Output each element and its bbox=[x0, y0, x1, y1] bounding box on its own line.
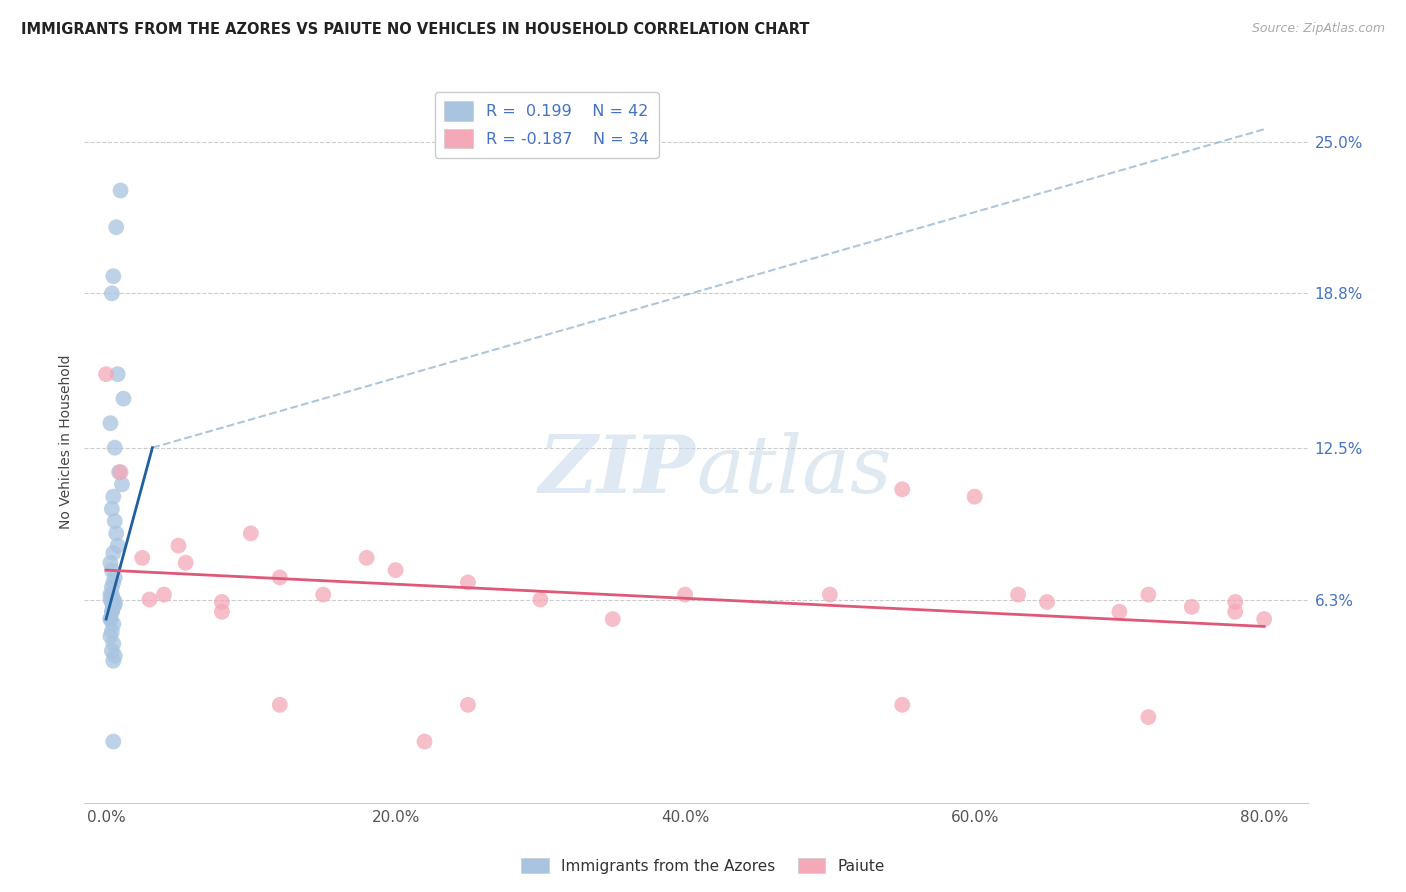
Point bbox=[104, 441, 127, 455]
Point bbox=[1137, 710, 1160, 724]
Point bbox=[112, 392, 135, 406]
Point bbox=[101, 595, 124, 609]
Point bbox=[100, 612, 122, 626]
Point bbox=[105, 526, 128, 541]
Text: atlas: atlas bbox=[696, 432, 891, 509]
Point bbox=[1253, 612, 1275, 626]
Point bbox=[107, 539, 129, 553]
Point bbox=[356, 550, 378, 565]
Point bbox=[103, 575, 125, 590]
Point bbox=[312, 588, 335, 602]
Point bbox=[1137, 588, 1160, 602]
Point bbox=[891, 698, 914, 712]
Point bbox=[457, 698, 479, 712]
Point bbox=[457, 575, 479, 590]
Point bbox=[100, 556, 122, 570]
Point bbox=[384, 563, 406, 577]
Point bbox=[1108, 605, 1130, 619]
Point bbox=[1225, 605, 1247, 619]
Point bbox=[110, 184, 132, 198]
Point bbox=[269, 570, 291, 584]
Point bbox=[103, 599, 125, 614]
Point bbox=[1181, 599, 1204, 614]
Point bbox=[104, 514, 127, 528]
Point bbox=[104, 595, 127, 609]
Point bbox=[107, 367, 129, 381]
Point bbox=[103, 734, 125, 748]
Point bbox=[1007, 588, 1029, 602]
Point bbox=[103, 490, 125, 504]
Point bbox=[108, 465, 131, 479]
Point bbox=[174, 556, 197, 570]
Point bbox=[101, 624, 124, 639]
Point bbox=[101, 644, 124, 658]
Point bbox=[100, 416, 122, 430]
Point bbox=[153, 588, 176, 602]
Point bbox=[101, 588, 124, 602]
Point bbox=[103, 617, 125, 632]
Legend: R =  0.199    N = 42, R = -0.187    N = 34: R = 0.199 N = 42, R = -0.187 N = 34 bbox=[434, 92, 658, 158]
Point bbox=[211, 595, 233, 609]
Point bbox=[101, 502, 124, 516]
Legend: Immigrants from the Azores, Paiute: Immigrants from the Azores, Paiute bbox=[515, 852, 891, 880]
Point bbox=[104, 648, 127, 663]
Point bbox=[963, 490, 986, 504]
Point bbox=[103, 269, 125, 284]
Y-axis label: No Vehicles in Household: No Vehicles in Household bbox=[59, 354, 73, 529]
Point bbox=[104, 570, 127, 584]
Point bbox=[103, 546, 125, 560]
Point bbox=[602, 612, 624, 626]
Point bbox=[211, 605, 233, 619]
Text: Source: ZipAtlas.com: Source: ZipAtlas.com bbox=[1251, 22, 1385, 36]
Point bbox=[239, 526, 262, 541]
Point bbox=[131, 550, 153, 565]
Point bbox=[1036, 595, 1059, 609]
Point bbox=[103, 592, 125, 607]
Point bbox=[100, 588, 122, 602]
Point bbox=[104, 598, 127, 612]
Point bbox=[138, 592, 160, 607]
Point bbox=[269, 698, 291, 712]
Point bbox=[101, 563, 124, 577]
Point bbox=[100, 629, 122, 643]
Point bbox=[167, 539, 190, 553]
Point bbox=[891, 483, 914, 497]
Point bbox=[673, 588, 696, 602]
Point bbox=[100, 592, 122, 607]
Point bbox=[101, 580, 124, 594]
Point bbox=[101, 605, 124, 619]
Point bbox=[105, 220, 128, 235]
Point bbox=[103, 637, 125, 651]
Text: IMMIGRANTS FROM THE AZORES VS PAIUTE NO VEHICLES IN HOUSEHOLD CORRELATION CHART: IMMIGRANTS FROM THE AZORES VS PAIUTE NO … bbox=[21, 22, 810, 37]
Point bbox=[100, 612, 122, 626]
Point bbox=[111, 477, 134, 491]
Point bbox=[413, 734, 436, 748]
Point bbox=[103, 599, 125, 614]
Point bbox=[103, 654, 125, 668]
Point bbox=[94, 367, 117, 381]
Point bbox=[1225, 595, 1247, 609]
Text: ZIP: ZIP bbox=[538, 432, 696, 509]
Point bbox=[101, 605, 124, 619]
Point bbox=[101, 286, 124, 301]
Point bbox=[529, 592, 551, 607]
Point bbox=[110, 465, 132, 479]
Point bbox=[818, 588, 841, 602]
